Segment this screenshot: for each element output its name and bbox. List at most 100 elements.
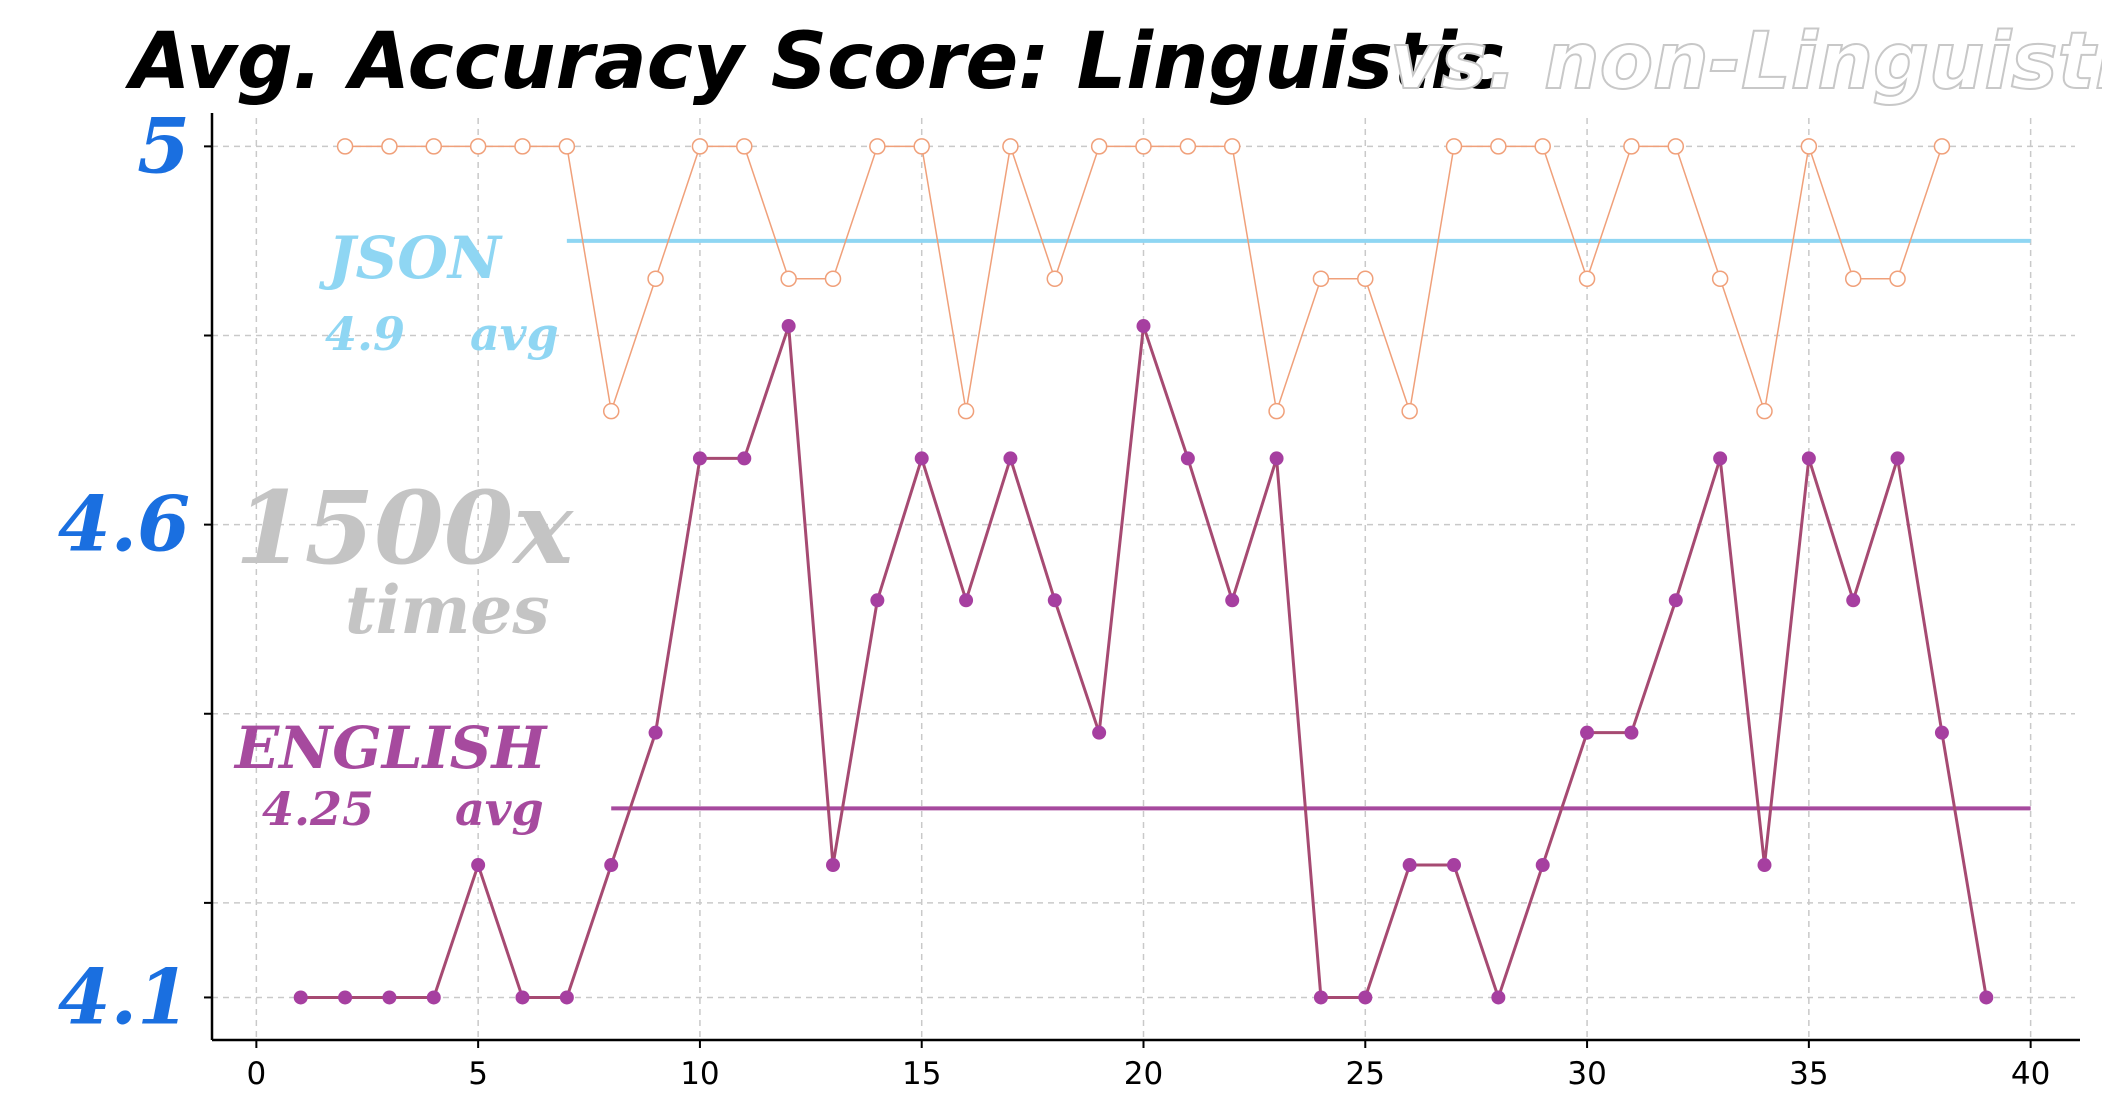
data-point-english [1003,451,1018,466]
data-point-english [1890,451,1905,466]
data-point-english [959,593,974,608]
data-point-json [691,138,709,155]
data-point-json [957,402,975,420]
data-point-english [338,990,353,1005]
data-point-json [1490,138,1507,155]
x-tick-label: 35 [1789,1056,1828,1092]
multiplier-word: times [345,571,550,649]
data-point-english [382,990,397,1005]
data-point-json [1268,402,1285,420]
data-point-json [869,138,886,155]
data-point-json [1223,138,1241,155]
data-point-english [1358,990,1373,1005]
data-point-english [781,319,796,334]
data-point-english [648,725,663,740]
x-tick-label: 5 [468,1056,488,1092]
x-tick-label: 30 [1567,1056,1606,1092]
data-point-english [1535,858,1550,873]
data-point-json [1933,138,1951,155]
x-tick-label: 15 [902,1056,941,1092]
data-point-json [736,138,753,155]
data-point-english [870,593,885,608]
x-tick-label: 10 [680,1056,719,1092]
data-point-json [1002,138,1019,155]
data-point-json [1578,270,1596,288]
data-point-english [604,858,619,873]
json-avg-word: avg [470,307,559,361]
english-avg-value: 4.25 [262,782,374,836]
data-point-json [913,138,930,155]
data-point-json [1312,270,1330,288]
data-point-json [1534,138,1551,155]
data-point-json [1889,270,1906,288]
chart-title-suffix: vs. non-Linguistic [1390,17,2102,107]
chart-title: Avg. Accuracy Score: Linguistic [124,17,1503,107]
data-point-json [647,270,664,288]
data-point-json [1090,138,1108,155]
json-label: JSON [318,224,503,292]
x-tick-label: 20 [1124,1056,1163,1092]
data-point-json [602,402,620,420]
data-point-english [1491,990,1506,1005]
english-avg-word: avg [455,782,544,836]
data-point-english [1713,451,1728,466]
data-point-json [1756,402,1773,420]
data-point-json [1667,138,1685,155]
x-tick-label: 40 [2011,1056,2050,1092]
data-point-json [1135,138,1152,155]
average-lines [566,238,2031,811]
data-point-english [1757,858,1772,873]
data-point-json [1357,270,1374,288]
data-point-json [780,270,797,288]
data-point-english [559,990,574,1005]
data-point-english [1092,725,1107,740]
series-group [293,138,1994,1005]
data-point-json [1623,138,1640,155]
annotations: JSON 4.9 avg 1500x times ENGLISH 4.25 av… [233,224,574,836]
data-point-english [914,451,929,466]
data-point-english [1136,319,1151,334]
data-point-english [1580,725,1595,740]
x-axis-ticks: 0 5 10 15 20 25 30 35 40 [246,1040,2050,1092]
data-point-json [1401,402,1418,420]
data-point-english [1313,990,1328,1005]
data-point-english [515,990,530,1005]
axes [210,113,2080,1042]
data-point-json [1800,138,1818,155]
data-point-json [1711,270,1729,288]
data-point-english [1979,990,1994,1005]
data-point-english [1269,451,1284,466]
data-point-json [469,138,487,155]
english-label: ENGLISH [233,714,549,782]
data-point-json [1844,270,1862,288]
x-tick-label: 0 [246,1056,266,1092]
data-point-english [737,451,752,466]
data-point-json [1179,138,1197,155]
data-point-english [1801,451,1816,466]
data-point-english [692,451,707,466]
data-point-english [426,990,441,1005]
data-point-json [558,138,576,155]
data-point-json [425,138,443,155]
data-point-json [381,138,398,155]
data-point-english [293,990,308,1005]
data-point-english [1402,858,1417,873]
data-point-english [1047,593,1062,608]
data-point-english [1668,593,1683,608]
y-tick-label: 4.6 [58,480,190,569]
y-axis-ticks: 5 4.6 4.1 [58,101,212,1041]
y-tick-label: 5 [137,101,190,190]
json-avg-value: 4.9 [325,307,405,361]
data-point-json [1046,270,1064,288]
data-point-english [1225,593,1240,608]
multiplier-label: 1500x [235,469,574,587]
data-point-json [514,138,531,155]
data-point-json [1445,138,1463,155]
y-tick-label: 4.1 [58,952,190,1041]
data-point-english [1846,593,1861,608]
data-point-english [1447,858,1461,873]
data-point-english [1934,725,1949,740]
data-point-json [824,270,842,288]
data-point-english [1624,725,1639,740]
